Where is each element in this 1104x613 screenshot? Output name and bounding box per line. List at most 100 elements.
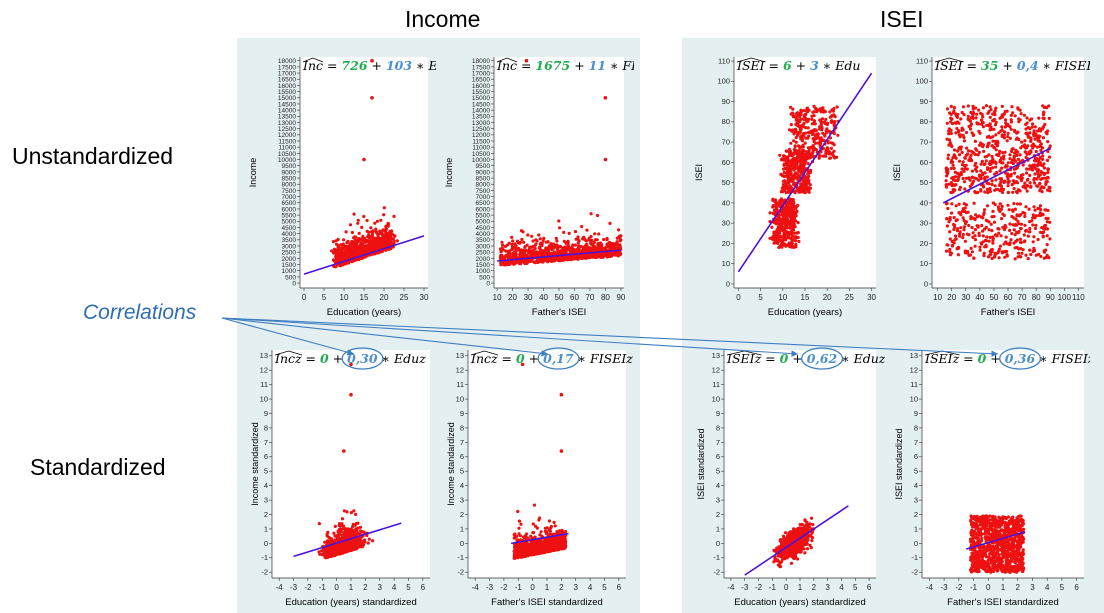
y-tick-label: 4500 bbox=[476, 225, 491, 232]
data-point bbox=[796, 221, 800, 225]
data-point bbox=[782, 162, 786, 166]
data-point bbox=[962, 228, 966, 232]
y-tick-label: 11000 bbox=[278, 145, 296, 152]
data-point bbox=[541, 239, 545, 243]
data-point bbox=[1002, 130, 1007, 134]
data-point bbox=[342, 238, 346, 242]
data-point bbox=[782, 214, 786, 218]
data-point bbox=[1025, 171, 1029, 175]
data-point bbox=[1040, 163, 1044, 168]
data-point bbox=[818, 107, 822, 111]
data-point bbox=[802, 121, 806, 126]
data-point bbox=[584, 244, 589, 248]
data-point bbox=[1045, 180, 1049, 184]
data-point bbox=[818, 139, 822, 143]
data-point bbox=[1013, 246, 1017, 250]
data-point bbox=[979, 169, 983, 173]
data-point bbox=[961, 128, 965, 132]
y-tick-label: 5500 bbox=[476, 213, 491, 220]
data-point bbox=[554, 236, 558, 240]
data-point bbox=[1031, 213, 1035, 217]
data-point bbox=[984, 104, 988, 108]
data-point bbox=[558, 245, 562, 249]
data-point bbox=[342, 250, 346, 255]
data-point bbox=[785, 226, 789, 230]
data-point bbox=[805, 153, 809, 157]
data-point bbox=[1041, 154, 1045, 158]
data-point bbox=[951, 156, 955, 160]
data-point bbox=[1000, 217, 1004, 221]
data-point bbox=[349, 527, 353, 532]
data-point bbox=[789, 219, 793, 223]
data-point bbox=[992, 220, 997, 224]
y-tick-label: 30 bbox=[722, 219, 730, 228]
data-point bbox=[1031, 223, 1035, 227]
data-point bbox=[799, 162, 803, 166]
data-point bbox=[539, 253, 543, 257]
data-point bbox=[1003, 179, 1007, 183]
data-point bbox=[780, 235, 784, 239]
data-point bbox=[989, 108, 993, 112]
data-point bbox=[799, 151, 803, 155]
data-point bbox=[988, 249, 992, 253]
data-point bbox=[618, 234, 622, 238]
equation-lhs: Inc bbox=[302, 58, 323, 73]
data-point bbox=[791, 222, 795, 226]
data-point bbox=[952, 241, 956, 245]
data-point bbox=[792, 219, 796, 223]
data-point bbox=[1023, 211, 1027, 215]
data-point bbox=[952, 178, 956, 182]
data-point bbox=[796, 132, 800, 136]
data-point bbox=[1019, 212, 1023, 217]
data-point bbox=[367, 249, 371, 253]
data-point bbox=[988, 136, 992, 140]
data-point bbox=[500, 253, 504, 257]
data-point bbox=[982, 254, 986, 258]
data-point bbox=[991, 241, 995, 245]
data-point bbox=[1011, 179, 1015, 183]
x-tick-label: 10 bbox=[493, 293, 502, 302]
data-point bbox=[1028, 248, 1032, 252]
data-point bbox=[389, 236, 393, 240]
data-point bbox=[1015, 150, 1019, 154]
data-point bbox=[1014, 190, 1019, 194]
data-point bbox=[1006, 131, 1010, 135]
y-tick-label: 10 bbox=[260, 394, 268, 403]
data-point bbox=[548, 246, 552, 250]
data-point bbox=[1032, 205, 1036, 209]
data-point bbox=[814, 148, 818, 152]
data-point bbox=[771, 211, 775, 215]
data-point bbox=[792, 148, 796, 152]
data-point bbox=[1034, 132, 1038, 136]
data-point bbox=[994, 252, 998, 256]
data-point bbox=[617, 228, 621, 232]
data-point bbox=[789, 164, 793, 168]
data-point bbox=[512, 250, 516, 254]
data-point bbox=[785, 160, 789, 164]
data-point bbox=[802, 125, 806, 129]
data-point bbox=[962, 225, 966, 229]
data-point bbox=[809, 170, 813, 174]
data-point bbox=[1042, 111, 1046, 115]
row-heading-unstandardized: Unstandardized bbox=[12, 143, 174, 169]
data-point bbox=[1005, 174, 1009, 178]
data-point bbox=[1011, 190, 1015, 194]
data-point bbox=[789, 215, 793, 220]
data-point bbox=[949, 116, 953, 120]
data-point bbox=[813, 122, 817, 126]
data-point bbox=[1018, 118, 1022, 122]
data-point bbox=[379, 218, 383, 222]
data-point bbox=[966, 210, 970, 214]
data-point bbox=[782, 229, 786, 234]
data-point bbox=[811, 137, 815, 141]
data-point bbox=[1003, 109, 1007, 114]
data-point bbox=[949, 104, 953, 108]
data-point bbox=[1007, 208, 1011, 212]
data-point bbox=[343, 256, 347, 260]
data-point bbox=[582, 235, 586, 239]
data-point bbox=[542, 236, 546, 240]
x-tick-label: 25 bbox=[845, 293, 854, 302]
x-tick-label: 90 bbox=[616, 293, 625, 302]
data-point bbox=[973, 139, 977, 143]
data-point bbox=[1018, 237, 1023, 241]
